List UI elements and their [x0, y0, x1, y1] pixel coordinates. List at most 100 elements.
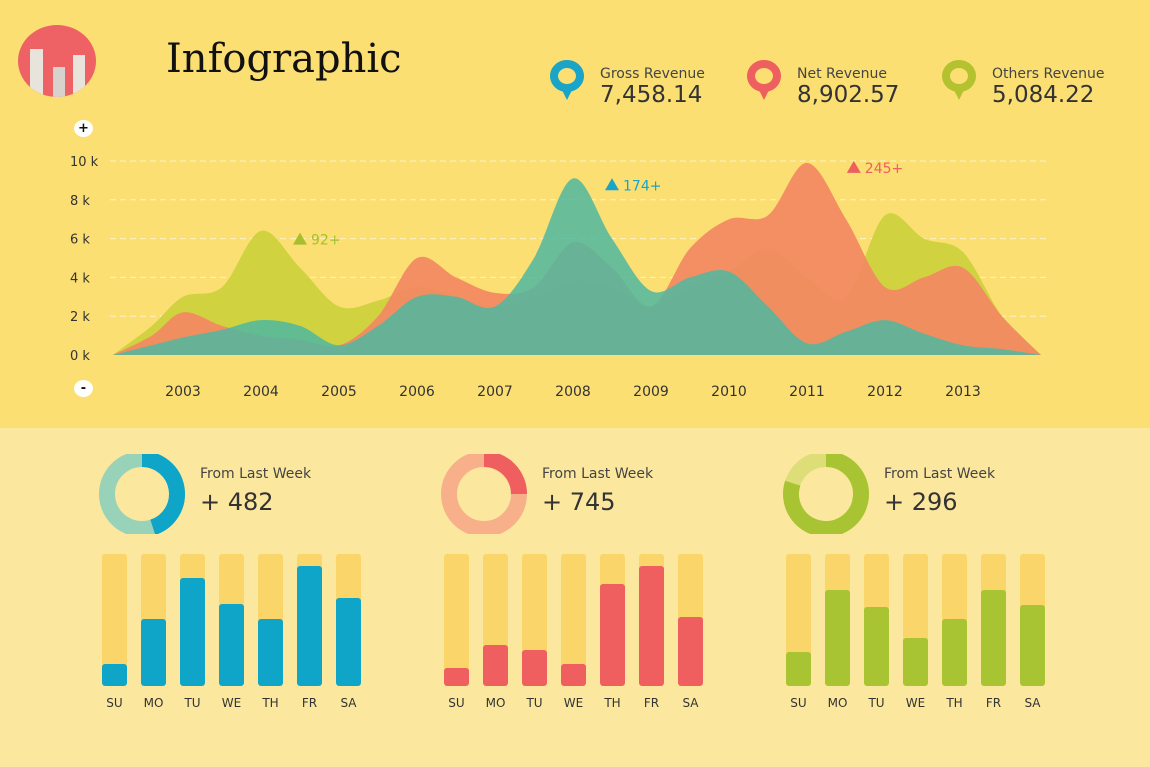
day-bar	[786, 554, 811, 686]
day-bar	[219, 554, 244, 686]
day-bar-fill	[219, 604, 244, 686]
annotation: 92+	[293, 232, 341, 249]
zoom-in-button[interactable]: +	[74, 120, 93, 137]
location-pin-icon	[940, 58, 978, 102]
x-tick-label: 2008	[555, 384, 591, 400]
day-label: WE	[221, 696, 242, 710]
location-pin-icon	[745, 58, 783, 102]
day-bar-fill	[678, 617, 703, 686]
annotation-label: 92+	[311, 233, 341, 249]
day-bar	[600, 554, 625, 686]
legend-value: 7,458.14	[600, 82, 703, 108]
x-tick-label: 2004	[243, 384, 279, 400]
donut-segment	[483, 454, 527, 495]
day-label: WE	[905, 696, 926, 710]
day-label: MO	[143, 696, 164, 710]
day-label: TU	[184, 696, 201, 710]
day-label: SU	[790, 696, 807, 710]
day-bar	[483, 554, 508, 686]
x-tick-label: 2005	[321, 384, 357, 400]
y-tick-label: 6 k	[70, 233, 90, 248]
day-bar-fill	[942, 618, 967, 686]
x-tick-label: 2012	[867, 384, 903, 400]
day-bar-fill	[141, 618, 166, 686]
day-bar	[942, 554, 967, 686]
day-bar	[1020, 554, 1045, 686]
triangle-up-icon	[605, 178, 619, 191]
day-label: SA	[682, 696, 699, 710]
weekly-panel: From Last Week + 482 SU MO TU WE TH FR SA	[84, 450, 384, 720]
x-tick-label: 2011	[789, 384, 825, 400]
day-label: FR	[643, 696, 660, 710]
annotation-label: 174+	[623, 178, 661, 194]
day-bar-fill	[981, 589, 1006, 686]
triangle-up-icon	[293, 232, 307, 245]
legend-label: Net Revenue	[797, 66, 887, 82]
legend-value: 5,084.22	[992, 82, 1095, 108]
x-tick-label: 2010	[711, 384, 747, 400]
weekly-panel: From Last Week + 296 SU MO TU WE TH FR SA	[768, 450, 1068, 720]
panel-caption: From Last Week	[542, 466, 654, 482]
legend-label: Others Revenue	[992, 66, 1105, 82]
annotation: 174+	[605, 178, 661, 194]
donut-segment	[783, 454, 869, 534]
legend-item: Net Revenue 8,902.57	[745, 58, 899, 108]
day-label: MO	[827, 696, 848, 710]
day-bar	[561, 554, 586, 686]
day-bar	[864, 554, 889, 686]
day-bar-fill	[600, 584, 625, 686]
day-label: SA	[1024, 696, 1041, 710]
chart-logo-icon	[18, 25, 96, 97]
y-tick-label: 4 k	[70, 271, 90, 286]
day-bar-fill	[825, 589, 850, 686]
y-tick-label: 0 k	[70, 349, 90, 364]
panel-count: + 296	[884, 488, 958, 516]
day-label: TU	[868, 696, 885, 710]
panel-caption: From Last Week	[884, 466, 996, 482]
day-label: SA	[340, 696, 357, 710]
page-title: Infographic	[166, 36, 402, 82]
day-label: SU	[106, 696, 123, 710]
x-tick-label: 2009	[633, 384, 669, 400]
day-bar-fill	[903, 638, 928, 686]
day-bar	[522, 554, 547, 686]
annotation-label: 245+	[865, 161, 903, 177]
day-bar	[825, 554, 850, 686]
x-tick-label: 2007	[477, 384, 513, 400]
day-bar	[903, 554, 928, 686]
day-bar-fill	[864, 606, 889, 686]
day-label: MO	[485, 696, 506, 710]
day-label: WE	[563, 696, 584, 710]
day-bar-fill	[102, 663, 127, 686]
day-label: TU	[526, 696, 543, 710]
day-bar-fill	[786, 651, 811, 686]
day-label: TH	[946, 696, 963, 710]
day-label: FR	[301, 696, 318, 710]
area-chart: 0 k 2 k 4 k 6 k 8 k 10 k 2003 2004 2005 2006 2007 2…	[70, 155, 1050, 400]
annotation: 245+	[846, 160, 903, 177]
day-label: TH	[262, 696, 279, 710]
day-bar-fill	[180, 577, 205, 686]
panel-count: + 482	[200, 488, 274, 516]
triangle-up-icon	[846, 160, 861, 173]
day-bar	[141, 554, 166, 686]
day-bar-fill	[522, 650, 547, 686]
legend-label: Gross Revenue	[600, 66, 705, 82]
day-label: FR	[985, 696, 1002, 710]
day-bar	[678, 554, 703, 686]
panel-count: + 745	[542, 488, 616, 516]
area-series-gross-revenue	[112, 178, 1042, 355]
day-bar	[297, 554, 322, 686]
location-pin-icon	[548, 58, 586, 102]
day-bar	[336, 554, 361, 686]
donut-chart	[99, 454, 185, 534]
day-bar	[444, 554, 469, 686]
day-bar-fill	[483, 645, 508, 686]
day-bar-fill	[1020, 605, 1045, 686]
panel-caption: From Last Week	[200, 466, 312, 482]
day-bar-fill	[639, 565, 664, 686]
zoom-out-button[interactable]: -	[74, 380, 93, 397]
donut-chart	[441, 454, 527, 534]
x-tick-label: 2013	[945, 384, 981, 400]
weekly-panel: From Last Week + 745 SU MO TU WE TH FR SA	[426, 450, 726, 720]
